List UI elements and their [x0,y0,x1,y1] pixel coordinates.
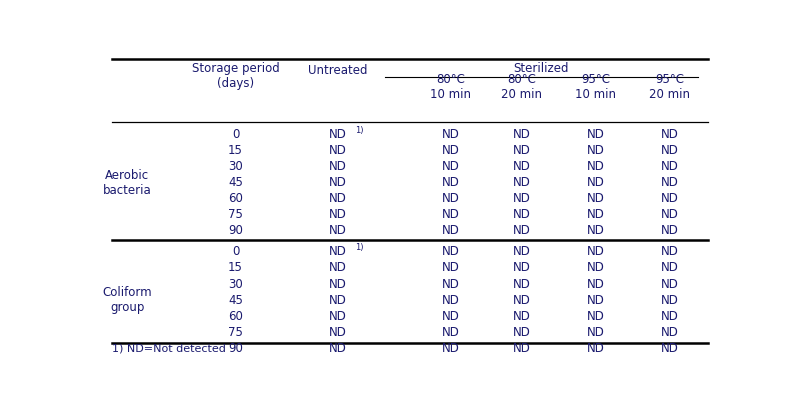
Text: ND: ND [587,326,605,339]
Text: Sterilized: Sterilized [513,62,569,75]
Text: 45: 45 [228,294,243,307]
Text: ND: ND [512,225,531,237]
Text: ND: ND [661,192,679,205]
Text: ND: ND [512,128,531,141]
Text: ND: ND [442,261,459,274]
Text: 15: 15 [228,261,243,274]
Text: ND: ND [661,261,679,274]
Text: ND: ND [512,176,531,189]
Text: ND: ND [587,144,605,157]
Text: 60: 60 [228,310,243,323]
Text: ND: ND [328,310,347,323]
Text: ND: ND [328,225,347,237]
Text: Aerobic
bacteria: Aerobic bacteria [103,169,151,197]
Text: ND: ND [442,128,459,141]
Text: ND: ND [587,225,605,237]
Text: ND: ND [442,245,459,258]
Text: ND: ND [587,294,605,307]
Text: ND: ND [587,245,605,258]
Text: ND: ND [512,342,531,355]
Text: 30: 30 [228,160,243,173]
Text: ND: ND [512,192,531,205]
Text: ND: ND [442,176,459,189]
Text: 95°C
20 min: 95°C 20 min [650,73,690,101]
Text: ND: ND [328,176,347,189]
Text: ND: ND [661,326,679,339]
Text: ND: ND [442,277,459,290]
Text: Coliform
group: Coliform group [103,286,152,314]
Text: 80°C
10 min: 80°C 10 min [430,73,471,101]
Text: Untreated: Untreated [308,64,367,77]
Text: ND: ND [442,326,459,339]
Text: ND: ND [661,160,679,173]
Text: ND: ND [661,144,679,157]
Text: ND: ND [442,294,459,307]
Text: ND: ND [512,277,531,290]
Text: ND: ND [328,261,347,274]
Text: ND: ND [661,128,679,141]
Text: ND: ND [587,128,605,141]
Text: ND: ND [328,209,347,221]
Text: ND: ND [661,245,679,258]
Text: ND: ND [442,310,459,323]
Text: ND: ND [512,310,531,323]
Text: ND: ND [512,245,531,258]
Text: 90: 90 [228,225,243,237]
Text: ND: ND [512,261,531,274]
Text: 75: 75 [228,326,243,339]
Text: ND: ND [661,176,679,189]
Text: ND: ND [587,209,605,221]
Text: 1): 1) [355,126,363,135]
Text: 0: 0 [232,128,239,141]
Text: ND: ND [587,160,605,173]
Text: 15: 15 [228,144,243,157]
Text: ND: ND [328,192,347,205]
Text: ND: ND [661,342,679,355]
Text: ND: ND [512,209,531,221]
Text: 75: 75 [228,209,243,221]
Text: 0: 0 [232,245,239,258]
Text: ND: ND [587,176,605,189]
Text: ND: ND [442,225,459,237]
Text: ND: ND [512,326,531,339]
Text: ND: ND [512,294,531,307]
Text: ND: ND [328,144,347,157]
Text: ND: ND [661,277,679,290]
Text: ND: ND [661,225,679,237]
Text: ND: ND [512,160,531,173]
Text: 30: 30 [228,277,243,290]
Text: 95°C
10 min: 95°C 10 min [575,73,616,101]
Text: ND: ND [442,342,459,355]
Text: ND: ND [587,310,605,323]
Text: ND: ND [587,261,605,274]
Text: 90: 90 [228,342,243,355]
Text: ND: ND [661,310,679,323]
Text: Storage period
(days): Storage period (days) [191,62,280,90]
Text: 1) ND=Not detected: 1) ND=Not detected [112,343,226,353]
Text: ND: ND [328,277,347,290]
Text: ND: ND [328,342,347,355]
Text: ND: ND [512,144,531,157]
Text: ND: ND [328,326,347,339]
Text: 45: 45 [228,176,243,189]
Text: ND: ND [328,245,347,258]
Text: ND: ND [328,294,347,307]
Text: ND: ND [587,277,605,290]
Text: ND: ND [661,209,679,221]
Text: 60: 60 [228,192,243,205]
Text: ND: ND [328,128,347,141]
Text: ND: ND [442,144,459,157]
Text: ND: ND [661,294,679,307]
Text: ND: ND [587,342,605,355]
Text: ND: ND [587,192,605,205]
Text: ND: ND [328,160,347,173]
Text: ND: ND [442,192,459,205]
Text: 1): 1) [355,243,363,252]
Text: ND: ND [442,160,459,173]
Text: 80°C
20 min: 80°C 20 min [501,73,542,101]
Text: ND: ND [442,209,459,221]
